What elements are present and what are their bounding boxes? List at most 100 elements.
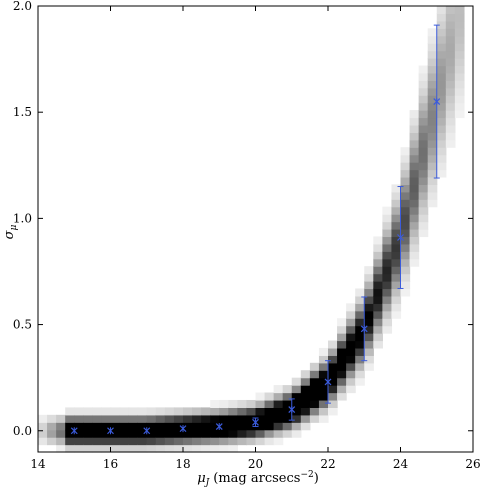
density-cell: [119, 444, 130, 453]
density-cell: [38, 437, 48, 446]
density-cell: [454, 28, 465, 37]
density-cell: [146, 429, 157, 438]
density-cell: [436, 124, 447, 133]
density-cell: [427, 117, 438, 126]
density-cell: [201, 422, 211, 431]
density-cell: [418, 221, 429, 230]
density-cell: [155, 437, 166, 446]
density-cell: [355, 295, 365, 304]
density-cell: [173, 422, 184, 431]
density-cell: [210, 422, 220, 431]
density-cell: [391, 191, 402, 200]
density-cell: [436, 169, 447, 178]
density-cell: [228, 422, 238, 431]
density-cell: [337, 385, 347, 394]
density-cell: [391, 310, 402, 319]
density-cell: [155, 414, 166, 423]
x-axis-label-subscript: J: [204, 478, 211, 487]
density-cell: [364, 303, 374, 312]
x-tick-label: 20: [248, 457, 263, 471]
density-cell: [391, 184, 402, 193]
density-cell: [382, 318, 393, 327]
y-tick-label: 0.5: [13, 318, 32, 332]
density-cell: [219, 422, 229, 431]
density-cell: [282, 422, 293, 431]
density-cell: [264, 429, 275, 438]
density-cell: [418, 154, 429, 163]
density-cell: [436, 35, 447, 44]
density-cell: [328, 385, 338, 394]
density-cell: [291, 429, 302, 438]
density-cell: [409, 236, 420, 245]
density-cell: [291, 414, 302, 423]
density-cell: [445, 50, 456, 59]
x-tick-label: 24: [393, 457, 409, 471]
density-cell: [128, 429, 139, 438]
data-point: [179, 425, 187, 433]
density-cell: [355, 377, 365, 386]
density-cell: [418, 184, 429, 193]
density-cell: [273, 414, 284, 423]
density-cell: [400, 147, 411, 156]
density-cell: [418, 132, 429, 141]
density-cell: [300, 414, 311, 423]
x-axis-label-symbol: μ: [197, 471, 205, 486]
density-cell: [346, 340, 356, 349]
density-cell: [436, 65, 447, 74]
density-cell: [74, 437, 84, 446]
y-tick-label: 1.0: [13, 211, 32, 225]
density-cell: [318, 407, 329, 416]
density-cell: [364, 288, 374, 297]
density-cell: [454, 50, 465, 59]
density-cell: [110, 437, 121, 446]
density-cell: [436, 50, 447, 59]
density-cell: [436, 147, 447, 156]
density-cell: [110, 422, 121, 431]
density-cell: [418, 214, 429, 223]
density-cell: [409, 147, 420, 156]
density-cell: [264, 407, 275, 416]
density-cell: [192, 429, 202, 438]
density-cell: [65, 422, 75, 431]
data-point: [324, 360, 332, 404]
density-cell: [309, 370, 320, 379]
density-cell: [418, 80, 429, 89]
density-cell: [210, 414, 220, 423]
density-cell: [210, 399, 220, 408]
density-cell: [373, 258, 383, 267]
density-cell: [382, 236, 393, 245]
density-cell: [246, 414, 257, 423]
density-cell: [391, 251, 402, 260]
density-cell: [65, 444, 75, 453]
density-cell: [273, 422, 284, 431]
density-cell: [110, 407, 121, 416]
density-cell: [164, 429, 175, 438]
density-cell: [409, 184, 420, 193]
density-cell: [427, 132, 438, 141]
density-cell: [219, 407, 229, 416]
density-cell: [400, 154, 411, 163]
density-cell: [318, 347, 329, 356]
density-cell: [237, 422, 248, 431]
x-tick-label: 26: [465, 457, 480, 471]
density-cell: [337, 318, 347, 327]
density-cell: [291, 407, 302, 416]
density-cell: [273, 437, 284, 446]
density-cell: [164, 444, 175, 453]
y-axis-label-subscript: μ: [9, 224, 19, 230]
density-cell: [418, 117, 429, 126]
density-cell: [337, 362, 347, 371]
density-cell: [219, 437, 229, 446]
density-cell: [418, 229, 429, 238]
density-cell: [328, 407, 338, 416]
density-cell: [337, 355, 347, 364]
density-cell: [92, 437, 103, 446]
density-cell: [445, 95, 456, 104]
density-cell: [210, 444, 220, 453]
density-cell: [255, 437, 266, 446]
density-cell: [318, 377, 329, 386]
density-cell: [38, 422, 48, 431]
density-cell: [237, 399, 248, 408]
density-cell: [219, 444, 229, 453]
density-cell: [436, 110, 447, 119]
